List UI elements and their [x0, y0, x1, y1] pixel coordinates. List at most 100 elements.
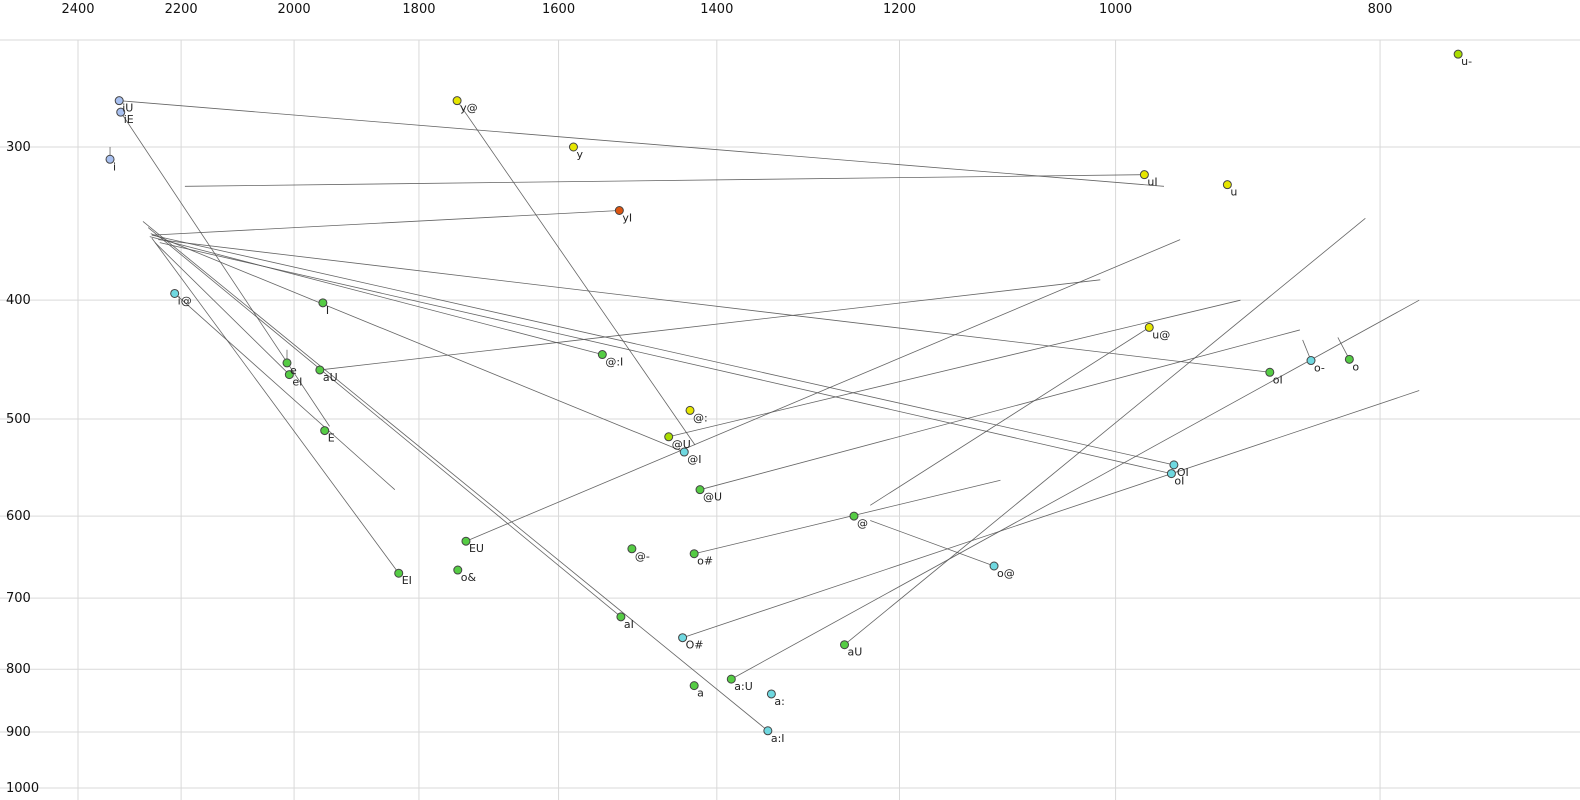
- point-label: o#: [697, 555, 713, 568]
- trajectory-line: [668, 299, 1241, 438]
- trajectory-line: [151, 237, 400, 574]
- trajectory-line: [174, 293, 396, 490]
- point-label: uI: [1147, 176, 1157, 189]
- data-point[interactable]: [1306, 356, 1316, 366]
- point-label: @-: [635, 550, 650, 563]
- trajectory-line: [150, 233, 685, 453]
- point-label: o@: [997, 567, 1015, 580]
- point-label: O#: [686, 639, 704, 652]
- data-point[interactable]: [679, 447, 689, 457]
- data-point[interactable]: [616, 612, 626, 622]
- data-point[interactable]: [614, 206, 624, 216]
- data-point[interactable]: [284, 370, 294, 380]
- point-label: u: [1230, 186, 1237, 199]
- trajectory-line: [159, 242, 1172, 474]
- point-label: OI: [1177, 466, 1189, 479]
- point-label: i: [113, 160, 116, 173]
- data-point[interactable]: [453, 565, 463, 575]
- trajectory-line: [142, 221, 769, 732]
- y-tick-label: 400: [6, 293, 31, 308]
- x-tick-label: 2200: [165, 2, 198, 17]
- y-tick-label: 800: [6, 662, 31, 677]
- y-tick-label: 1000: [6, 781, 39, 796]
- point-label: o-: [1314, 362, 1325, 375]
- point-label: aU: [323, 371, 338, 384]
- trajectory-line: [120, 111, 330, 427]
- data-point[interactable]: [685, 405, 695, 415]
- point-label: e: [290, 364, 297, 377]
- data-point[interactable]: [664, 432, 674, 442]
- y-tick-label: 700: [6, 591, 31, 606]
- point-label: u@: [1152, 328, 1170, 341]
- point-label: a:U: [734, 680, 753, 693]
- data-point[interactable]: [116, 107, 126, 117]
- trajectory-line: [154, 242, 290, 375]
- trajectory-line: [151, 234, 1174, 466]
- x-tick-label: 2000: [278, 2, 311, 17]
- data-point[interactable]: [766, 689, 776, 699]
- data-point[interactable]: [1169, 460, 1179, 470]
- data-point[interactable]: [452, 96, 462, 106]
- trajectory-line: [731, 299, 1420, 680]
- x-tick-label: 1400: [700, 2, 733, 17]
- point-label: I: [326, 304, 329, 317]
- data-point[interactable]: [840, 640, 850, 650]
- data-point[interactable]: [282, 358, 292, 368]
- point-label: @U: [672, 438, 691, 451]
- point-label: o: [1352, 360, 1359, 373]
- data-point[interactable]: [989, 561, 999, 571]
- trajectory-line: [699, 329, 1300, 491]
- data-point[interactable]: [1222, 180, 1232, 190]
- y-tick-label: 500: [6, 412, 31, 427]
- point-label: aI: [624, 618, 634, 631]
- point-label: EI: [402, 574, 412, 587]
- data-point[interactable]: [568, 142, 578, 152]
- point-label: a:I: [771, 732, 785, 745]
- data-point[interactable]: [1344, 354, 1354, 364]
- point-label: oI: [1174, 475, 1184, 488]
- x-tick-label: 1000: [1099, 2, 1132, 17]
- data-point[interactable]: [320, 426, 330, 436]
- data-point[interactable]: [1166, 469, 1176, 479]
- trajectory-line: [119, 100, 1165, 187]
- data-point[interactable]: [1144, 322, 1154, 332]
- data-point[interactable]: [763, 726, 773, 736]
- trajectory-line: [465, 239, 1181, 542]
- data-point[interactable]: [315, 365, 325, 375]
- data-point[interactable]: [849, 511, 859, 521]
- trajectory-line: [844, 218, 1366, 646]
- x-tick-label: 1200: [883, 2, 916, 17]
- trajectory-line: [158, 239, 1270, 373]
- point-label: @:: [693, 411, 708, 424]
- x-tick-label: 1600: [542, 2, 575, 17]
- point-label: @I: [687, 453, 701, 466]
- data-point[interactable]: [105, 154, 115, 164]
- data-point[interactable]: [695, 485, 705, 495]
- data-point[interactable]: [114, 96, 124, 106]
- point-label: i@: [178, 294, 192, 307]
- point-label: y: [576, 148, 583, 161]
- trajectory-line: [870, 520, 995, 567]
- data-point[interactable]: [689, 549, 699, 559]
- data-point[interactable]: [1265, 367, 1275, 377]
- trajectory-line: [147, 227, 622, 618]
- data-point[interactable]: [318, 298, 328, 308]
- data-point[interactable]: [394, 568, 404, 578]
- y-tick-label: 600: [6, 509, 31, 524]
- data-point[interactable]: [597, 350, 607, 360]
- trajectory-line: [694, 479, 1001, 555]
- data-point[interactable]: [689, 681, 699, 691]
- data-point[interactable]: [726, 674, 736, 684]
- data-point[interactable]: [627, 544, 637, 554]
- data-point[interactable]: [1453, 49, 1463, 59]
- point-label: yI: [622, 212, 632, 225]
- point-label: o&: [461, 571, 477, 584]
- x-tick-label: 1800: [402, 2, 435, 17]
- trajectory-line: [456, 100, 696, 446]
- data-point[interactable]: [170, 288, 180, 298]
- trajectory-line: [184, 174, 1145, 187]
- data-point[interactable]: [678, 633, 688, 643]
- data-point[interactable]: [1139, 170, 1149, 180]
- trajectory-line: [151, 210, 620, 236]
- data-point[interactable]: [461, 536, 471, 546]
